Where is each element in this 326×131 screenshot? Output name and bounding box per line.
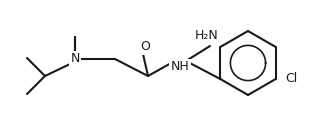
Text: NH: NH [170, 61, 189, 73]
Text: N: N [70, 53, 80, 66]
Text: Cl: Cl [286, 72, 298, 86]
Text: H₂N: H₂N [195, 29, 218, 42]
Text: O: O [140, 40, 150, 53]
